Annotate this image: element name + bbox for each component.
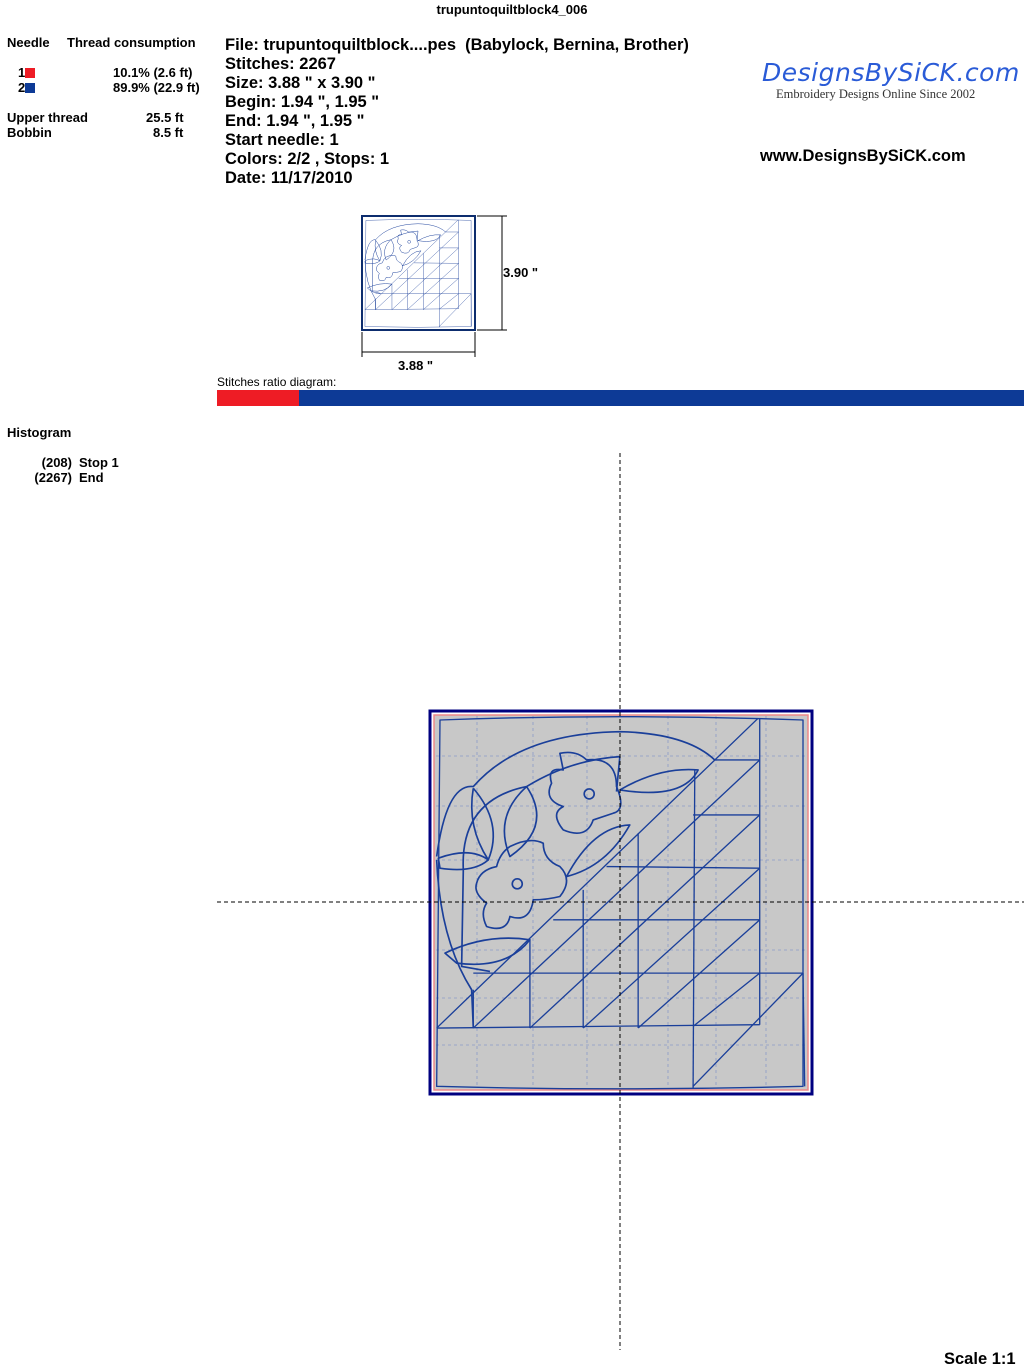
logo-tagline: Embroidery Designs Online Since 2002 [776, 87, 976, 101]
ratio-label: Stitches ratio diagram: [217, 375, 337, 389]
needle-number: 1 [18, 65, 26, 80]
stitch-count: Stitches: 2267 [225, 55, 336, 73]
ratio-segment [298, 390, 1024, 406]
histogram-title: Histogram [7, 425, 72, 440]
page-title: trupuntoquiltblock4_006 [436, 2, 588, 17]
needle-consumption: 10.1% (2.6 ft) [113, 65, 193, 80]
needle-row-2: 2 [18, 80, 36, 95]
histogram-count: (208) [41, 455, 72, 470]
website: www.DesignsBySiCK.com [760, 147, 966, 165]
design-thumbnail [361, 215, 507, 357]
file-name: File: trupuntoquiltblock....pes (Babyloc… [225, 36, 689, 54]
start-needle: Start needle: 1 [225, 131, 339, 149]
logo: DesignsBySiCK.com [762, 58, 1020, 87]
needle-color-swatch [25, 68, 36, 78]
bobbin-value: 8.5 ft [153, 125, 184, 140]
consumption-header: Thread consumption [67, 35, 196, 50]
stitches-ratio-bar [217, 390, 1024, 406]
upper-thread-label: Upper thread [7, 110, 88, 125]
grid-lines [436, 716, 806, 1088]
histogram-label: End [79, 470, 104, 485]
scale-label: Scale 1:1 [944, 1350, 1016, 1368]
needle-color-swatch [25, 83, 36, 93]
colors-stops: Colors: 2/2 , Stops: 1 [225, 150, 390, 168]
needle-number: 2 [18, 80, 26, 95]
design-size: Size: 3.88 " x 3.90 " [225, 74, 376, 92]
begin-position: Begin: 1.94 ", 1.95 " [225, 93, 380, 111]
end-position: End: 1.94 ", 1.95 " [225, 112, 365, 130]
histogram-count: (2267) [34, 470, 72, 485]
ratio-segment [217, 390, 299, 406]
date: Date: 11/17/2010 [225, 169, 353, 187]
histogram-label: Stop 1 [79, 455, 119, 470]
needle-consumption: 89.9% (22.9 ft) [113, 80, 200, 95]
bobbin-label: Bobbin [7, 125, 52, 140]
upper-thread-value: 25.5 ft [146, 110, 184, 125]
design-info: File: trupuntoquiltblock....pes (Babyloc… [225, 36, 689, 188]
needle-header: Needle [7, 35, 50, 50]
thumbnail-height-label: 3.90 " [503, 265, 539, 280]
thumbnail-width-label: 3.88 " [398, 358, 434, 373]
needle-row-1: 1 [18, 65, 36, 80]
